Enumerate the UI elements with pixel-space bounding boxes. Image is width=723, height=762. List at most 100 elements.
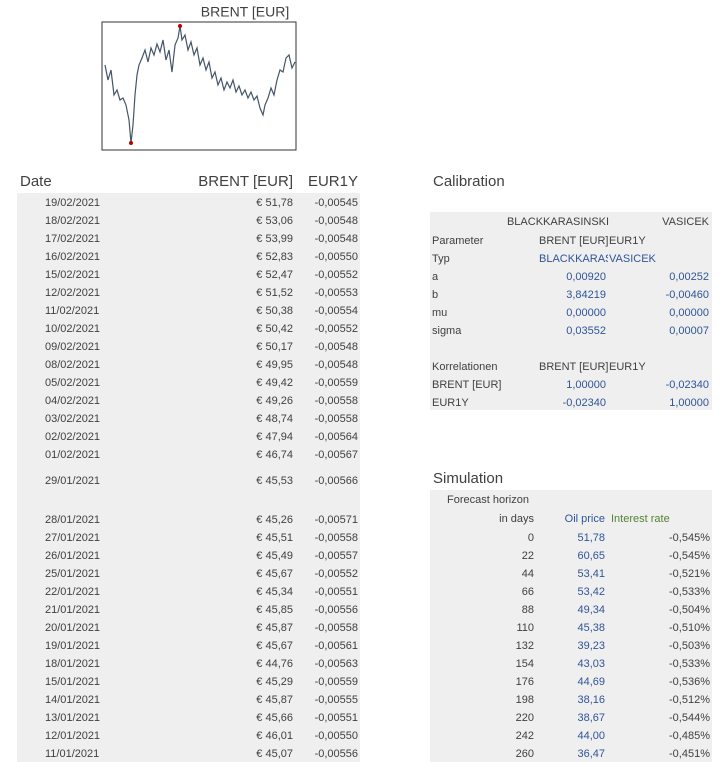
- param-label: Parameter: [432, 235, 484, 247]
- price-cell: € 46,74: [256, 449, 293, 461]
- column-header: Forecast horizon: [447, 494, 529, 506]
- price-cell: € 52,47: [256, 269, 293, 281]
- rate-cell: -0,00553: [314, 287, 358, 299]
- price-cell: € 53,06: [256, 215, 293, 227]
- rate-cell: -0,00550: [314, 730, 358, 742]
- price-cell: € 45,67: [256, 568, 293, 580]
- rate-cell: -0,00548: [314, 215, 358, 227]
- date-cell: 03/02/2021: [45, 413, 101, 425]
- horizon-cell: 242: [515, 730, 534, 742]
- rate-cell: -0,00557: [314, 550, 358, 562]
- column-header: BRENT [EUR]: [198, 173, 293, 190]
- horizon-cell: 198: [515, 694, 534, 706]
- param-value: 0,00920: [566, 271, 606, 283]
- rate-cell: -0,00564: [314, 431, 358, 443]
- date-cell: 10/02/2021: [45, 323, 101, 335]
- date-cell: 05/02/2021: [45, 377, 101, 389]
- price-cell: € 45,66: [256, 712, 293, 724]
- column-header: EUR1Y: [307, 173, 358, 190]
- horizon-cell: 110: [516, 622, 534, 634]
- rate-cell: -0,00550: [314, 251, 358, 263]
- price-cell: € 45,87: [256, 694, 293, 706]
- param-value: 3,84219: [566, 289, 606, 301]
- price-cell: € 45,67: [256, 640, 293, 652]
- rate-cell: -0,00571: [314, 514, 358, 526]
- oil-price-cell: 44,00: [577, 730, 605, 742]
- param-value: 0,00007: [669, 325, 709, 337]
- param-value: 0,00252: [669, 271, 709, 283]
- date-cell: 14/01/2021: [45, 694, 101, 706]
- param-label: BRENT [EUR]: [432, 379, 502, 391]
- param-label: b: [432, 289, 439, 301]
- date-cell: 19/01/2021: [45, 640, 101, 652]
- oil-price-cell: 49,34: [577, 604, 605, 616]
- date-cell: 08/02/2021: [45, 359, 101, 371]
- sparkline-frame: [101, 21, 297, 151]
- price-cell: € 47,94: [256, 431, 293, 443]
- date-cell: 04/02/2021: [45, 395, 101, 407]
- date-cell: 11/01/2021: [45, 748, 100, 760]
- price-cell: € 45,53: [256, 475, 293, 487]
- date-cell: 12/01/2021: [45, 730, 101, 742]
- interest-rate-cell: -0,485%: [669, 730, 710, 742]
- sparkline: BRENT [EUR]: [101, 4, 297, 151]
- date-cell: 27/01/2021: [45, 532, 101, 544]
- param-header: EUR1Y: [609, 361, 646, 373]
- param-value: 1,00000: [566, 379, 606, 391]
- param-label: mu: [432, 307, 448, 319]
- date-cell: 29/01/2021: [45, 475, 101, 487]
- rate-cell: -0,00558: [314, 532, 358, 544]
- rate-cell: -0,00556: [314, 748, 358, 760]
- price-cell: € 45,07: [256, 748, 293, 760]
- price-cell: € 45,85: [256, 604, 293, 616]
- price-cell: € 45,29: [256, 676, 293, 688]
- price-cell: € 53,99: [256, 233, 293, 245]
- section-title: Simulation: [433, 470, 504, 487]
- rate-cell: -0,00559: [314, 676, 358, 688]
- rate-cell: -0,00567: [314, 449, 358, 461]
- interest-rate-cell: -0,510%: [669, 622, 710, 634]
- price-cell: € 46,01: [256, 730, 293, 742]
- horizon-cell: 66: [521, 586, 534, 598]
- price-cell: € 45,26: [256, 514, 293, 526]
- interest-rate-cell: -0,533%: [669, 586, 710, 598]
- prices-panel: [17, 193, 360, 762]
- model-header: VASICEK: [662, 216, 709, 228]
- rate-cell: -0,00555: [314, 694, 358, 706]
- date-cell: 19/02/2021: [45, 197, 101, 209]
- price-cell: € 50,17: [256, 341, 293, 353]
- param-value: 0,03552: [566, 325, 606, 337]
- param-value: 0,00000: [669, 307, 709, 319]
- price-cell: € 51,78: [256, 197, 293, 209]
- param-header: BLACKKARASINSKI: [539, 253, 608, 265]
- horizon-cell: 132: [515, 640, 534, 652]
- date-cell: 21/01/2021: [45, 604, 101, 616]
- interest-rate-cell: -0,504%: [669, 604, 710, 616]
- section-title: Calibration: [433, 173, 505, 190]
- param-label: Typ: [432, 253, 450, 265]
- horizon-cell: 220: [515, 712, 534, 724]
- oil-price-cell: 38,67: [577, 712, 605, 724]
- price-cell: € 44,76: [256, 658, 293, 670]
- rate-cell: -0,00551: [314, 712, 358, 724]
- rate-cell: -0,00552: [314, 323, 358, 335]
- price-cell: € 48,74: [256, 413, 293, 425]
- date-cell: 12/02/2021: [45, 287, 101, 299]
- column-header: in days: [499, 513, 534, 525]
- date-cell: 02/02/2021: [45, 431, 101, 443]
- date-cell: 16/02/2021: [45, 251, 101, 263]
- date-cell: 17/02/2021: [45, 233, 101, 245]
- date-cell: 25/01/2021: [45, 568, 101, 580]
- oil-price-cell: 51,78: [577, 532, 605, 544]
- column-header: Date: [20, 173, 52, 190]
- param-label: Korrelationen: [432, 361, 498, 373]
- date-cell: 09/02/2021: [45, 341, 101, 353]
- rate-cell: -0,00559: [314, 377, 358, 389]
- rate-cell: -0,00558: [314, 395, 358, 407]
- price-cell: € 49,42: [256, 377, 293, 389]
- interest-rate-cell: -0,536%: [669, 676, 710, 688]
- interest-rate-cell: -0,545%: [669, 550, 710, 562]
- rate-cell: -0,00548: [314, 359, 358, 371]
- param-header: BRENT [EUR]: [539, 235, 608, 247]
- price-cell: € 49,26: [256, 395, 293, 407]
